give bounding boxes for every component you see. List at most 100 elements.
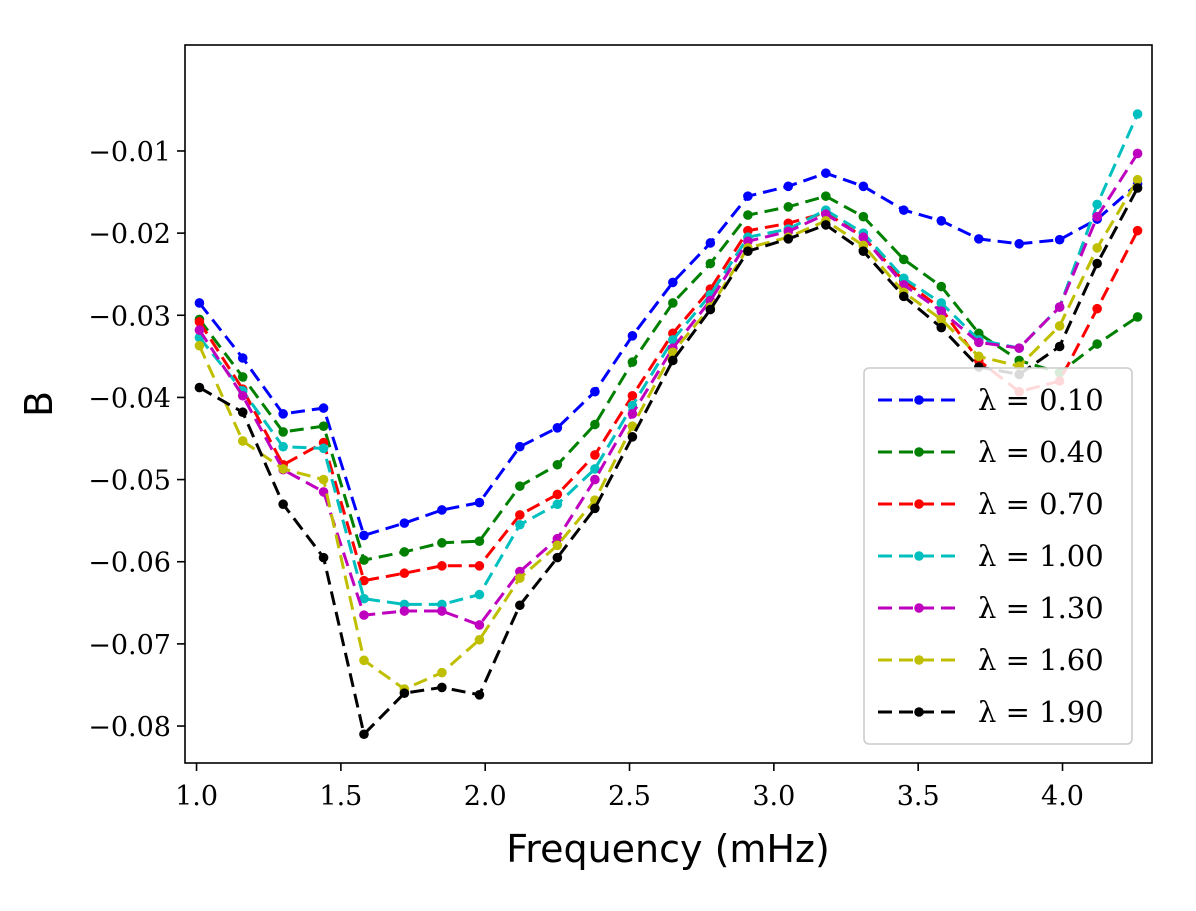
x-tick-label: 4.0 <box>1041 781 1084 812</box>
data-point <box>552 423 563 433</box>
legend-marker <box>914 499 924 509</box>
data-point <box>898 273 909 284</box>
data-point <box>359 530 369 541</box>
legend-item: λ = 1.00 <box>878 539 1104 573</box>
data-point <box>627 432 638 442</box>
y-tick-label: −0.03 <box>88 301 171 332</box>
data-point <box>437 538 447 548</box>
y-axis-label: B <box>17 391 61 417</box>
data-point <box>898 291 909 302</box>
y-tick-label: −0.07 <box>88 630 171 661</box>
data-point <box>318 474 329 485</box>
data-point <box>1054 234 1065 245</box>
data-point <box>1054 341 1065 352</box>
y-tick-label: −0.04 <box>88 383 171 414</box>
data-point <box>668 277 678 288</box>
y-tick-label: −0.08 <box>88 712 171 743</box>
data-point <box>474 620 485 630</box>
data-point <box>194 325 205 335</box>
y-tick-label: −0.01 <box>88 137 171 168</box>
data-point <box>278 409 288 419</box>
data-point <box>821 168 831 178</box>
data-point <box>399 547 410 557</box>
data-point <box>1092 199 1102 210</box>
series-layer <box>194 109 1143 740</box>
data-point <box>278 441 288 452</box>
x-axis-label: Frequency (mHz) <box>506 827 830 871</box>
data-point <box>359 610 369 620</box>
data-point <box>668 347 678 358</box>
data-point <box>627 357 638 367</box>
data-point <box>278 427 288 437</box>
data-point <box>590 419 600 430</box>
data-point <box>515 600 525 611</box>
data-point <box>515 481 525 491</box>
legend-marker <box>914 655 924 665</box>
data-point <box>743 225 753 236</box>
data-point <box>437 599 447 610</box>
y-tick-label: −0.02 <box>88 219 171 250</box>
data-point <box>194 317 205 327</box>
data-point <box>783 181 794 192</box>
data-point <box>743 246 753 256</box>
data-point <box>1092 258 1102 269</box>
data-point <box>194 382 205 393</box>
data-point <box>1132 148 1143 159</box>
legend-marker <box>914 707 924 717</box>
data-point <box>743 236 753 247</box>
data-point <box>359 655 369 666</box>
x-tick-label: 3.5 <box>897 781 940 812</box>
data-point <box>474 561 485 571</box>
data-point <box>359 593 369 604</box>
legend-label: λ = 1.30 <box>978 591 1104 625</box>
data-point <box>821 191 831 201</box>
legend-item: λ = 1.90 <box>878 695 1104 729</box>
legend-marker <box>914 603 924 613</box>
data-point <box>515 519 525 530</box>
data-point <box>237 390 248 401</box>
data-point <box>590 503 600 514</box>
data-point <box>515 441 525 452</box>
legend-marker <box>914 551 924 561</box>
data-point <box>783 234 794 244</box>
legend: λ = 0.10 λ = 0.40 λ = 0.70 λ = 1.00 λ = 1.30… <box>863 367 1133 745</box>
legend-item: λ = 0.10 <box>878 383 1104 417</box>
data-point <box>858 246 869 256</box>
data-point <box>1092 303 1102 314</box>
data-point <box>858 232 869 243</box>
data-point <box>590 464 600 474</box>
data-point <box>515 510 525 520</box>
data-point <box>898 254 909 265</box>
data-point <box>437 606 447 616</box>
legend-label: λ = 1.60 <box>978 643 1104 677</box>
series-4 <box>194 148 1143 630</box>
legend-item: λ = 0.70 <box>878 487 1104 521</box>
data-point <box>194 298 205 308</box>
legend-item: λ = 1.60 <box>878 643 1104 677</box>
legend-item: λ = 1.30 <box>878 591 1104 625</box>
data-point <box>437 682 447 693</box>
data-point <box>552 459 563 470</box>
data-point <box>783 202 794 212</box>
data-point <box>590 386 600 397</box>
y-tick-label: −0.06 <box>88 548 171 579</box>
data-point <box>237 436 248 446</box>
legend-label: λ = 1.90 <box>978 695 1104 729</box>
data-point <box>515 566 525 577</box>
data-point <box>936 306 947 316</box>
data-point <box>359 729 369 740</box>
data-point <box>590 450 600 460</box>
data-point <box>705 304 716 315</box>
data-point <box>1092 243 1102 253</box>
legend-label: λ = 0.70 <box>978 487 1104 521</box>
data-point <box>743 191 753 201</box>
data-point <box>627 331 638 341</box>
data-point <box>437 561 447 571</box>
data-point <box>668 355 678 366</box>
data-point <box>1132 183 1143 193</box>
data-point <box>1132 109 1143 119</box>
y-axis: −0.01 −0.02 −0.03 −0.04 −0.05 −0.06 −0.07 −0.08 <box>88 137 185 743</box>
data-point <box>318 443 329 454</box>
data-point <box>474 536 485 546</box>
data-point <box>705 238 716 248</box>
